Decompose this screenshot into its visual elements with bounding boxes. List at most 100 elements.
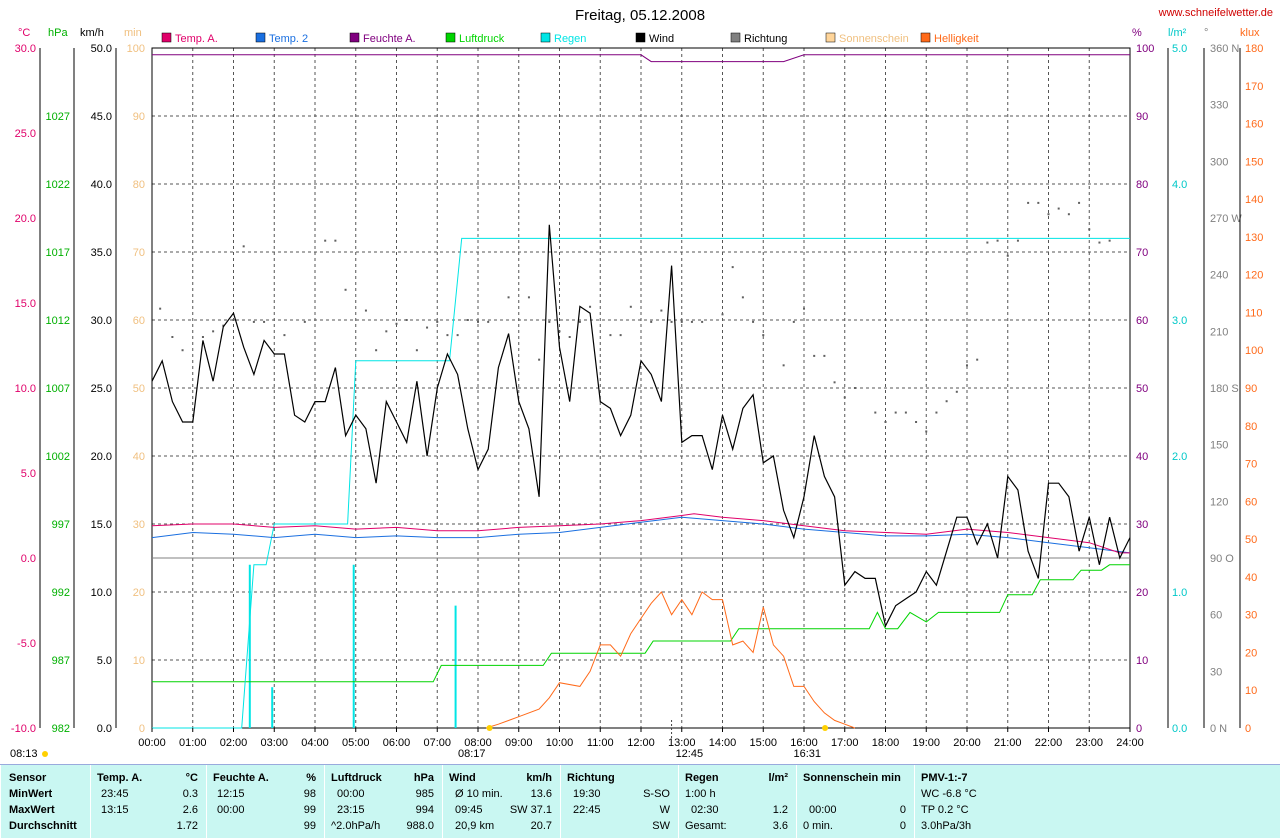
- stats-col-temp: Temp. A. °C 23:45 0.3 13:15 2.6 1.72: [90, 765, 206, 838]
- dir-max-time: 22:45: [573, 804, 601, 816]
- axes: 30.0 25.0 20.0 15.0 10.0 5.0 0.0 -5.0 -10.0 982 98…: [11, 43, 1263, 735]
- stats-row-avg: Durchschnitt: [9, 820, 77, 832]
- rain-tick: 5.0: [1172, 43, 1187, 55]
- pressure-tick: 1002: [46, 451, 70, 463]
- weather-chart: Freitag, 05.12.2008 www.schneifelwetter.…: [10, 7, 1273, 760]
- direction-dot: [915, 421, 918, 423]
- sun-tick: 40: [133, 451, 145, 463]
- time-tick: 12:00: [627, 737, 655, 749]
- unit-sun: min: [124, 27, 142, 39]
- sun-tick: 90: [133, 111, 145, 123]
- direction-dot: [843, 396, 846, 399]
- wind-min: 13.6: [530, 788, 552, 800]
- direction-dot: [690, 320, 693, 323]
- statistics-table: Sensor MinWert MaxWert Durchschnitt Temp…: [0, 764, 1280, 838]
- wind-distance: 20,9 km: [455, 820, 495, 832]
- direction-dot: [1027, 201, 1030, 204]
- temp-tick: 25.0: [15, 128, 36, 140]
- site-link[interactable]: www.schneifelwetter.de: [1158, 7, 1273, 19]
- direction-dot: [558, 330, 561, 333]
- brightness-tick: 10: [1245, 685, 1257, 697]
- direction-dot: [823, 354, 826, 357]
- direction-dot: [1037, 201, 1040, 204]
- legend-swatch: [825, 32, 836, 43]
- rain-total: 3.6: [772, 820, 788, 832]
- direction-dot: [1057, 207, 1060, 210]
- time-tick: 20:00: [953, 737, 981, 749]
- pmv-pressure-trend: 3.0hPa/3h: [921, 820, 972, 832]
- brightness-tick: 120: [1245, 270, 1263, 282]
- direction-dot: [201, 336, 204, 338]
- sun-max-time: 00:00: [809, 804, 837, 816]
- direction-dot: [344, 288, 347, 291]
- stats-col-pressure: Luftdruck hPa 00:00 985 23:15 994 ^2.0hPa/h…: [324, 765, 442, 838]
- pressure-tick: 982: [52, 723, 70, 735]
- dir-min-time: 19:30: [573, 788, 601, 800]
- press-trend: ^2.0hPa/h: [331, 820, 381, 832]
- humidity-tick: 40: [1136, 451, 1148, 463]
- direction-dot: [324, 239, 327, 242]
- direction-dot: [477, 320, 479, 323]
- time-tick: 15:00: [749, 737, 777, 749]
- time-tick: 24:00: [1116, 737, 1144, 749]
- pressure-tick: 1022: [46, 179, 70, 191]
- time-axis: 00:00 01:00 02:00 03:00 04:00 05:00 06:00 07:00…: [10, 720, 1144, 760]
- press-max-time: 23:15: [337, 804, 365, 816]
- direction-dot: [955, 390, 958, 393]
- temp-avg: 1.72: [176, 820, 198, 832]
- series-humidity: [152, 54, 1130, 63]
- humidity-tick: 10: [1136, 655, 1148, 667]
- stats-col-direction: Richtung 19:30 S-SO 22:45 W SW: [560, 765, 678, 838]
- brightness-tick: 80: [1245, 421, 1257, 433]
- sun-header: Sonnenschein min: [803, 772, 901, 784]
- brightness-tick: 60: [1245, 496, 1257, 508]
- brightness-tick: 180: [1245, 43, 1263, 55]
- direction-dot: [792, 320, 795, 323]
- grid: [151, 47, 1131, 729]
- brightness-tick: 100: [1245, 345, 1263, 357]
- time-tick: 21:00: [994, 737, 1022, 749]
- brightness-tick: 0: [1245, 723, 1251, 735]
- direction-tick: 210: [1210, 326, 1228, 338]
- wind-tick: 10.0: [91, 587, 112, 599]
- direction-dot: [415, 349, 418, 352]
- sun-tick: 20: [133, 587, 145, 599]
- dir-avg: SW: [652, 820, 670, 832]
- wind-tick: 30.0: [91, 315, 112, 327]
- brightness-tick: 50: [1245, 534, 1257, 546]
- legend-swatch: [349, 32, 360, 43]
- time-tick: 19:00: [912, 737, 940, 749]
- direction-dot: [405, 319, 408, 321]
- time-tick: 06:00: [383, 737, 411, 749]
- rain-max-time: 02:30: [691, 804, 719, 816]
- pressure-tick: 987: [52, 655, 70, 667]
- direction-dot: [364, 309, 367, 312]
- temp-tick: -5.0: [17, 638, 36, 650]
- unit-humidity: %: [1132, 27, 1142, 39]
- stats-row-max: MaxWert: [9, 804, 55, 816]
- direction-dot: [242, 245, 245, 248]
- hum-min: 98: [303, 788, 316, 800]
- legend-swatch: [540, 32, 551, 43]
- hum-max: 99: [303, 804, 316, 816]
- rain-tick: 4.0: [1172, 179, 1187, 191]
- unit-direction: °: [1204, 27, 1208, 39]
- direction-dot: [159, 307, 162, 310]
- direction-dot: [782, 364, 785, 367]
- temp-tick: 5.0: [21, 468, 36, 480]
- direction-dot: [436, 320, 439, 323]
- direction-dot: [1016, 239, 1019, 242]
- sun-tick: 100: [127, 43, 145, 55]
- direction-dot: [945, 400, 948, 403]
- direction-dot: [670, 320, 673, 323]
- direction-dot: [487, 320, 490, 323]
- time-tick: 07:00: [423, 737, 451, 749]
- stats-col-labels: Sensor MinWert MaxWert Durchschnitt: [0, 765, 90, 838]
- brightness-tick: 40: [1245, 572, 1257, 584]
- wind-tick: 40.0: [91, 179, 112, 191]
- time-tick: 00:00: [138, 737, 166, 749]
- pressure-tick: 992: [52, 587, 70, 599]
- temp-unit: °C: [185, 772, 198, 784]
- direction-tick: 330: [1210, 100, 1228, 112]
- legend-item: Temp. 2: [269, 33, 308, 45]
